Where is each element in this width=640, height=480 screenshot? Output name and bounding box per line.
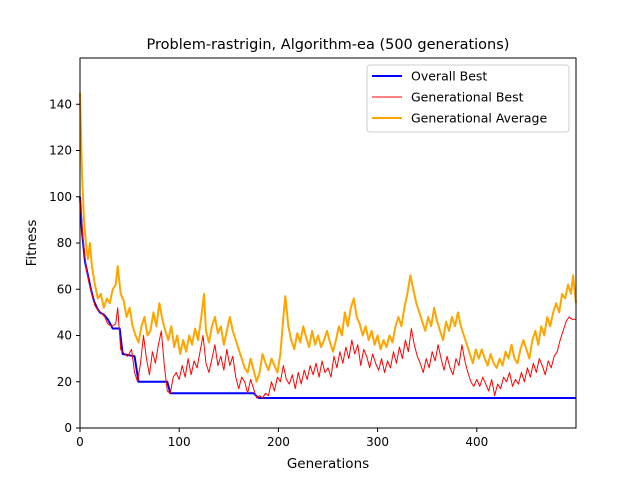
series-line-generational-average bbox=[79, 92, 577, 383]
legend-label: Generational Average bbox=[411, 111, 547, 126]
y-tick-label: 40 bbox=[57, 329, 72, 343]
y-tick-label: 80 bbox=[57, 236, 72, 250]
y-tick-label: 60 bbox=[57, 282, 72, 296]
series-layer bbox=[79, 92, 577, 399]
x-axis-label: Generations bbox=[287, 456, 369, 472]
y-tick-label: 20 bbox=[57, 375, 72, 389]
y-tick-label: 140 bbox=[49, 97, 72, 111]
y-axis-label: Fitness bbox=[24, 220, 40, 267]
legend-label: Overall Best bbox=[411, 69, 487, 84]
x-axis-ticks: 0 100 200 300 400 bbox=[76, 428, 488, 449]
y-axis-ticks: 0 20 40 60 80 100 120 140 bbox=[49, 97, 80, 435]
x-tick-label: 400 bbox=[465, 435, 488, 449]
y-tick-label: 120 bbox=[49, 144, 72, 158]
legend: Overall Best Generational Best Generationa… bbox=[366, 64, 570, 133]
chart-title: Problem-rastrigin, Algorithm-ea (500 gen… bbox=[147, 37, 510, 53]
y-tick-label: 0 bbox=[64, 421, 72, 435]
x-tick-label: 200 bbox=[267, 435, 290, 449]
x-tick-label: 0 bbox=[76, 435, 84, 449]
legend-label: Generational Best bbox=[411, 90, 524, 105]
y-tick-label: 100 bbox=[49, 190, 72, 204]
series-line-generational-best bbox=[79, 196, 576, 399]
x-tick-label: 300 bbox=[366, 435, 389, 449]
x-tick-label: 100 bbox=[168, 435, 191, 449]
legend-box bbox=[366, 64, 570, 133]
